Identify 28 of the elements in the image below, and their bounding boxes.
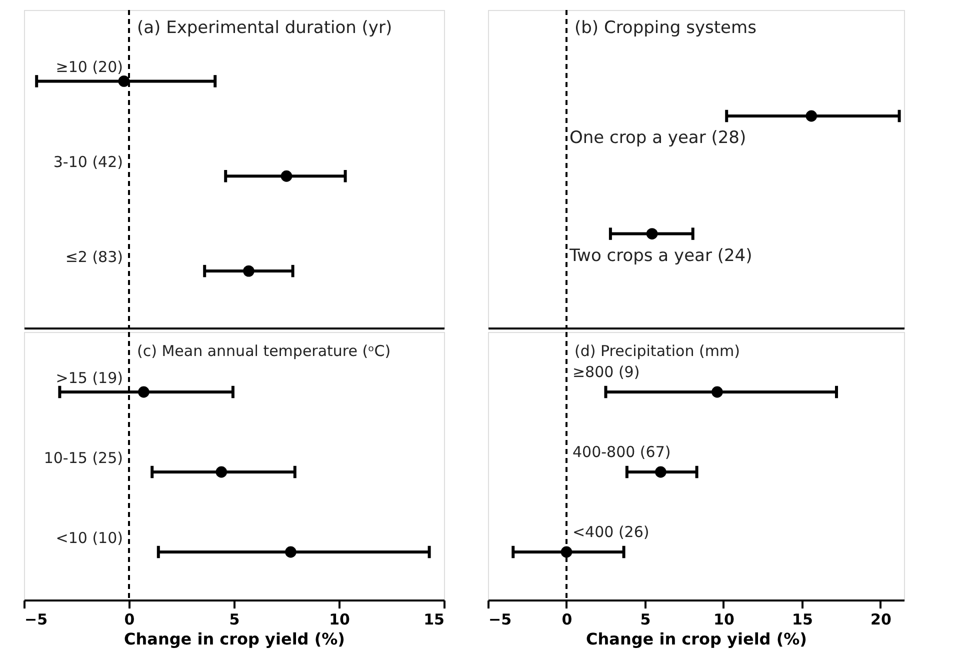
- category-label: ≥10 (20): [56, 58, 123, 76]
- category-label: ≤2 (83): [65, 248, 123, 266]
- category-label: <400 (26): [572, 523, 650, 541]
- x-tick-label: 5: [640, 610, 651, 628]
- category-label: 10-15 (25): [44, 449, 123, 467]
- category-label: ≥800 (9): [572, 363, 640, 381]
- x-tick-label: 10: [714, 610, 734, 628]
- x-axis-title: Change in crop yield (%): [586, 630, 807, 648]
- text: (a) Experimental duration (yr): [137, 18, 392, 38]
- x-tick-label: 15: [424, 610, 444, 628]
- x-tick-label: 20: [870, 610, 892, 628]
- category-label: >15 (19): [56, 369, 123, 387]
- text: (b) Cropping systems: [574, 18, 757, 38]
- category-label: One crop a year (28): [569, 128, 746, 148]
- text: (c) Mean annual temperature (ᵒC): [137, 342, 391, 360]
- category-label: 3-10 (42): [53, 153, 123, 172]
- x-tick-label: −5: [24, 610, 48, 628]
- text: (d) Precipitation (mm): [574, 342, 740, 360]
- category-label: <10 (10): [56, 529, 123, 547]
- x-tick-label: 10: [329, 610, 350, 628]
- category-label: 400-800 (67): [572, 443, 671, 461]
- x-tick-label: 5: [229, 610, 240, 628]
- x-axis-title: Change in crop yield (%): [124, 630, 345, 648]
- category-label: Two crops a year (24): [569, 246, 752, 266]
- x-tick-label: −5: [488, 610, 512, 628]
- x-tick-label: 0: [562, 610, 572, 628]
- x-tick-label: 0: [124, 610, 135, 628]
- x-tick-label: 15: [792, 610, 813, 628]
